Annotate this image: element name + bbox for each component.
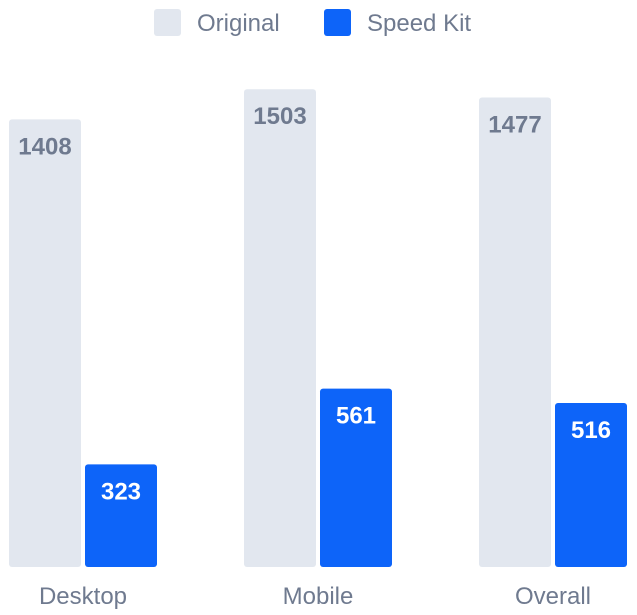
bar-speed-kit-overall: [555, 402, 627, 567]
x-tick-label-desktop: Desktop: [39, 583, 127, 610]
legend-label-original: Original: [197, 10, 280, 37]
legend-swatch-speed-kit: [324, 9, 351, 36]
bar-original-mobile: [244, 89, 316, 567]
value-label-speed-kit-overall: 516: [571, 417, 611, 444]
legend-swatch-original: [154, 9, 181, 36]
value-label-original-mobile: 1503: [253, 103, 306, 130]
chart-bars: [9, 89, 627, 568]
value-label-original-desktop: 1408: [18, 133, 71, 160]
bar-speed-kit-desktop: [85, 464, 157, 567]
x-tick-label-overall: Overall: [515, 583, 591, 610]
legend-label-speed-kit: Speed Kit: [367, 10, 471, 37]
bar-speed-kit-mobile: [320, 388, 392, 567]
bar-original-overall: [479, 97, 551, 568]
chart-value-labels: 1408 323 1503 561 1477 516: [18, 103, 611, 505]
value-label-speed-kit-desktop: 323: [101, 478, 141, 505]
chart-x-axis-labels: Desktop Mobile Overall: [39, 583, 591, 610]
value-label-speed-kit-mobile: 561: [336, 403, 376, 430]
bar-original-desktop: [9, 119, 81, 567]
chart-legend: Original Speed Kit: [154, 9, 471, 37]
value-label-original-overall: 1477: [488, 111, 541, 138]
x-tick-label-mobile: Mobile: [283, 583, 354, 610]
